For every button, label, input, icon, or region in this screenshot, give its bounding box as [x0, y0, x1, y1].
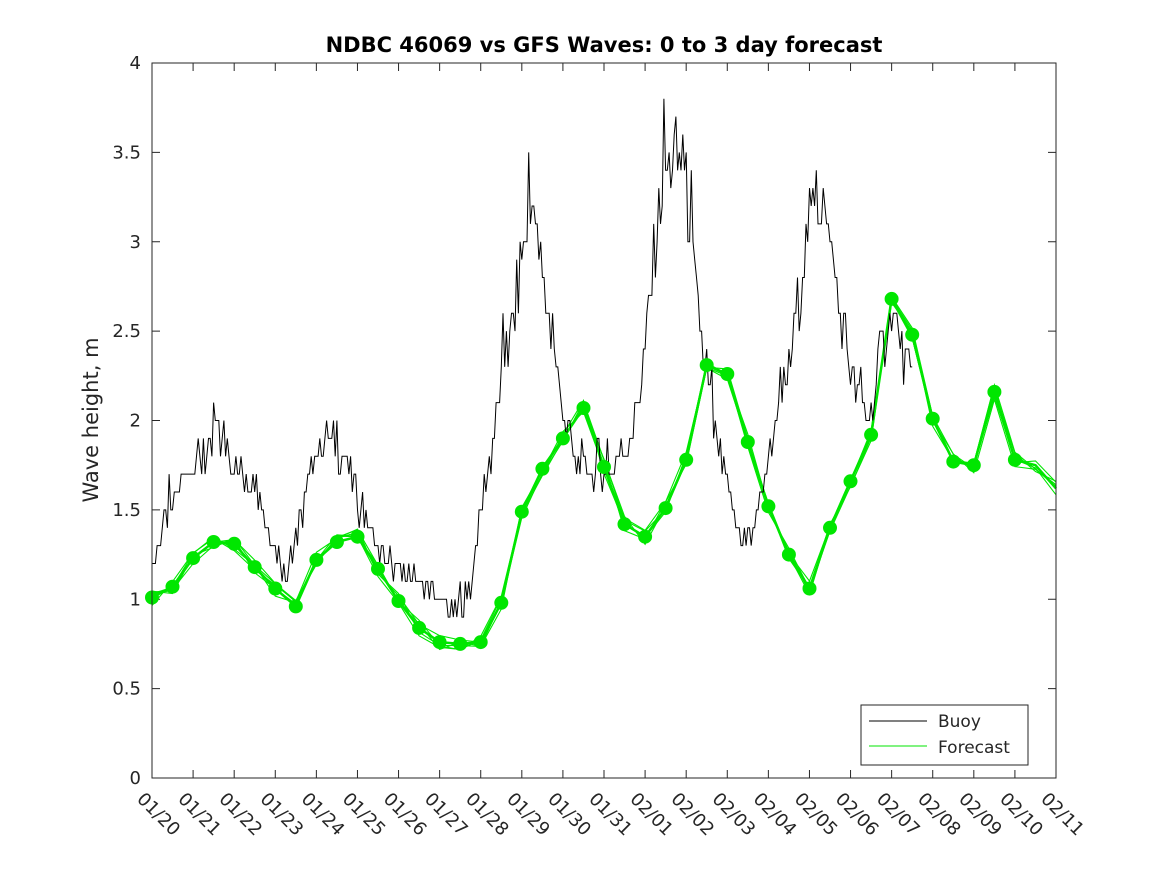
forecast-line — [151, 292, 1057, 651]
y-tick-label: 0.5 — [112, 679, 141, 700]
forecast-marker — [514, 504, 529, 519]
forecast-marker — [494, 595, 509, 610]
x-tick-label: 02/07 — [872, 789, 924, 841]
legend-box — [860, 704, 1029, 766]
forecast-marker — [473, 635, 488, 650]
buoy-series-group — [152, 98, 913, 618]
x-tick-label: 01/20 — [132, 789, 184, 841]
forecast-marker — [823, 520, 837, 535]
y-tick-label: 2 — [130, 411, 141, 432]
axis-ticks — [151, 62, 1057, 779]
forecast-marker — [905, 327, 920, 342]
x-tick-label: 02/03 — [708, 789, 760, 841]
forecast-marker — [350, 529, 365, 544]
x-tick-label: 01/24 — [297, 789, 349, 841]
y-tick-label: 2.5 — [112, 321, 141, 342]
y-tick-label: 4 — [130, 53, 141, 74]
forecast-marker — [658, 501, 673, 516]
forecast-marker — [329, 535, 344, 549]
forecast-marker — [268, 581, 283, 596]
forecast-marker — [391, 594, 406, 608]
forecast-marker — [966, 458, 981, 473]
x-tick-label: 02/04 — [749, 789, 801, 841]
x-tick-label: 02/05 — [790, 789, 842, 841]
forecast-marker — [720, 367, 735, 381]
y-axis-label: Wave height, m — [79, 337, 103, 502]
forecast-marker — [946, 454, 961, 469]
forecast-marker — [761, 499, 776, 514]
x-tick-label: 02/01 — [626, 789, 678, 841]
y-tick-labels: 0 0.5 1 1.5 2 2.5 3 3.5 4 — [112, 53, 141, 789]
forecast-marker — [371, 561, 385, 576]
chart-title: NDBC 46069 vs GFS Waves: 0 to 3 day fore… — [326, 33, 883, 57]
buoy-line — [152, 98, 913, 618]
forecast-marker — [740, 435, 755, 449]
forecast-marker — [781, 547, 796, 562]
x-tick-label: 01/27 — [420, 789, 472, 841]
x-tick-label: 02/06 — [831, 789, 883, 841]
x-tick-label: 01/22 — [215, 789, 267, 841]
x-tick-label: 02/08 — [913, 789, 965, 841]
y-tick-label: 1.5 — [112, 500, 141, 521]
forecast-marker — [864, 427, 879, 442]
x-tick-label: 02/10 — [995, 789, 1047, 841]
y-tick-label: 1 — [130, 589, 141, 610]
forecast-marker — [186, 551, 201, 566]
forecast-marker — [309, 552, 324, 567]
forecast-marker — [535, 461, 550, 476]
x-tick-labels: 01/2001/2101/2201/2301/2401/2501/2601/27… — [132, 789, 1088, 841]
forecast-marker — [884, 291, 899, 306]
forecast-markers — [145, 291, 1022, 651]
x-tick-label: 02/02 — [667, 789, 719, 841]
forecast-marker — [597, 460, 611, 474]
forecast-marker — [453, 636, 468, 651]
x-tick-label: 01/21 — [174, 789, 226, 841]
forecast-marker — [432, 635, 447, 650]
forecast-marker — [247, 560, 262, 575]
legend-label-forecast: Forecast — [938, 738, 1010, 758]
forecast-marker — [679, 452, 694, 467]
forecast-marker — [638, 529, 653, 544]
y-tick-label: 0 — [130, 768, 141, 789]
plot-frame — [151, 62, 1057, 779]
forecast-marker — [412, 620, 427, 635]
forecast-marker — [802, 581, 817, 596]
forecast-marker — [165, 579, 180, 594]
plot-area — [152, 63, 1056, 778]
legend-label-buoy: Buoy — [938, 712, 981, 732]
x-tick-label: 01/29 — [502, 789, 554, 841]
x-tick-label: 02/09 — [954, 789, 1006, 841]
x-tick-label: 01/26 — [379, 789, 431, 841]
forecast-marker — [843, 474, 858, 489]
forecast-marker — [987, 384, 1002, 399]
x-tick-label: 01/30 — [543, 789, 595, 841]
forecast-marker — [555, 431, 570, 446]
forecast-marker — [925, 411, 940, 426]
x-tick-label: 01/25 — [338, 789, 390, 841]
x-tick-label: 02/11 — [1036, 789, 1088, 841]
forecast-marker — [206, 535, 221, 549]
forecast-marker — [617, 517, 632, 532]
x-tick-label: 01/28 — [461, 789, 513, 841]
forecast-marker — [699, 358, 714, 373]
forecast-marker — [1007, 452, 1022, 467]
forecast-marker — [576, 401, 591, 415]
x-tick-label: 01/31 — [584, 789, 636, 841]
legend: Buoy Forecast — [860, 704, 1029, 766]
y-tick-label: 3 — [130, 232, 141, 253]
forecast-marker — [227, 536, 242, 551]
y-tick-label: 3.5 — [112, 142, 141, 163]
forecast-marker — [288, 599, 303, 614]
x-tick-label: 01/23 — [256, 789, 308, 841]
